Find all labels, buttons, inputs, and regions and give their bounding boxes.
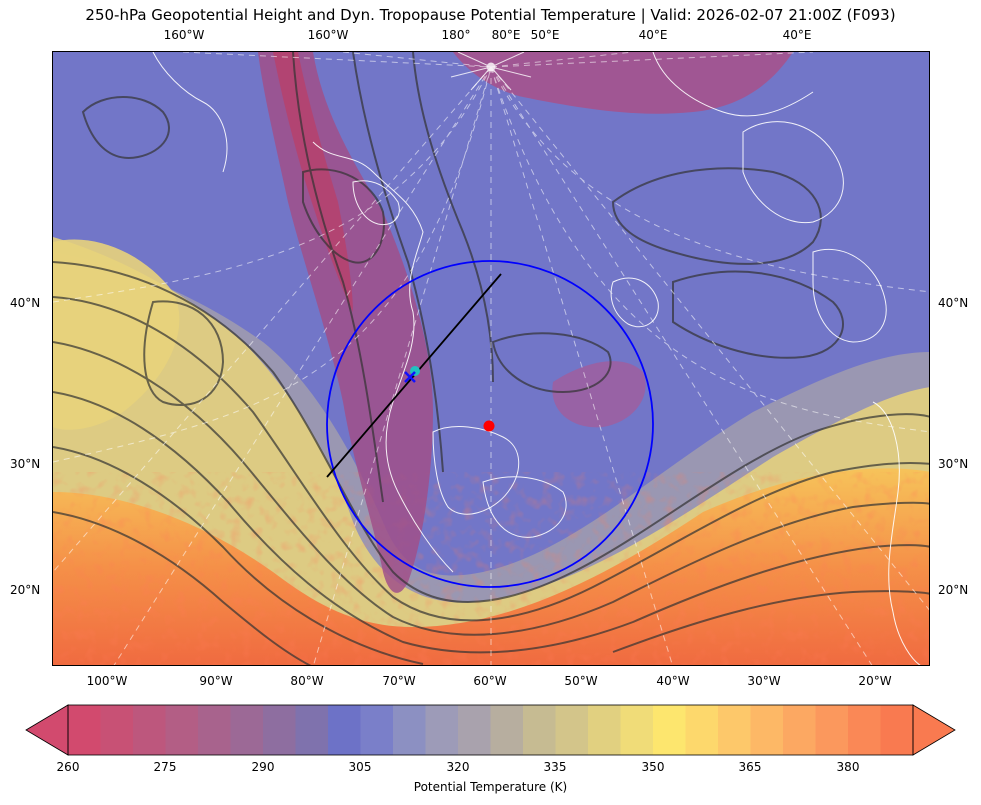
bottom-lon-label: 40°W <box>656 674 690 688</box>
bottom-lon-label: 30°W <box>747 674 781 688</box>
left-lat-label: 20°N <box>10 583 41 597</box>
top-lon-label: 40°E <box>782 28 812 42</box>
bottom-lon-label: 20°W <box>858 674 892 688</box>
right-lat-label: 30°N <box>938 457 969 471</box>
top-lon-label: 160°W <box>163 28 205 42</box>
colorbar-cell <box>425 705 459 755</box>
colorbar-cell <box>523 705 556 755</box>
colorbar-max-extend <box>912 704 956 756</box>
colorbar-tick: 365 <box>738 760 762 774</box>
colorbar-cell <box>133 705 166 755</box>
colorbar-tick: 260 <box>56 760 80 774</box>
colorbar-cell <box>490 705 524 755</box>
colorbar-cell <box>685 705 719 755</box>
colorbar-cell <box>458 705 491 755</box>
colorbar-tick: 290 <box>251 760 275 774</box>
colorbar-cell <box>360 705 394 755</box>
colorbar-cell <box>555 705 589 755</box>
colorbar-cell <box>165 705 199 755</box>
bottom-lon-label: 70°W <box>382 674 416 688</box>
bottom-lon-label: 90°W <box>199 674 233 688</box>
colorbar-tick: 305 <box>348 760 372 774</box>
top-lon-label: 160°W <box>307 28 349 42</box>
colorbar-tick: 335 <box>543 760 567 774</box>
top-lon-label: 80°E <box>491 28 521 42</box>
right-lat-label: 40°N <box>938 296 969 310</box>
bottom-lon-label: 100°W <box>86 674 128 688</box>
colorbar-cell <box>263 705 296 755</box>
colorbar-min-extend <box>25 704 69 756</box>
colorbar-cell <box>295 705 329 755</box>
colorbar <box>25 704 956 756</box>
colorbar-cells <box>68 705 914 755</box>
colorbar-cell <box>588 705 621 755</box>
top-lon-label: 180° <box>441 28 471 42</box>
bottom-lon-label: 50°W <box>564 674 598 688</box>
cold-lobe-east <box>552 361 646 428</box>
left-lat-label: 30°N <box>10 457 41 471</box>
polar-cold-region <box>453 52 793 114</box>
colorbar-cell <box>620 705 654 755</box>
colorbar-tick: 275 <box>153 760 177 774</box>
colorbar-cell <box>393 705 426 755</box>
right-lat-label: 20°N <box>938 583 969 597</box>
colorbar-cell <box>230 705 264 755</box>
bottom-lon-label: 80°W <box>290 674 324 688</box>
coastlines <box>152 52 921 665</box>
colorbar-cell <box>880 705 914 755</box>
left-lat-label: 40°N <box>10 296 41 310</box>
colorbar-cell <box>718 705 751 755</box>
map-svg <box>53 52 929 665</box>
colorbar-outline <box>67 704 914 756</box>
colorbar-cell <box>815 705 849 755</box>
pole-marker <box>450 52 532 91</box>
colorbar-cell <box>750 705 784 755</box>
graticule <box>53 52 929 665</box>
red-point-marker <box>483 420 495 432</box>
colorbar-tick: 320 <box>446 760 470 774</box>
colorbar-cell <box>653 705 686 755</box>
colorbar-cell <box>848 705 881 755</box>
colorbar-cell <box>100 705 134 755</box>
colorbar-tick: 350 <box>641 760 665 774</box>
top-lon-label: 50°E <box>530 28 560 42</box>
colorbar-tick: 380 <box>836 760 860 774</box>
analysis-circle <box>326 260 654 588</box>
colorbar-cell <box>783 705 816 755</box>
colorbar-cell <box>68 705 101 755</box>
blue-x-marker <box>404 371 416 383</box>
map-panel <box>52 51 930 666</box>
colorbar-cell <box>328 705 361 755</box>
colorbar-label: Potential Temperature (K) <box>413 780 568 794</box>
height-contours <box>53 52 929 665</box>
chart-title: 250-hPa Geopotential Height and Dyn. Tro… <box>85 6 896 24</box>
bottom-lon-label: 60°W <box>473 674 507 688</box>
top-lon-label: 40°E <box>638 28 668 42</box>
trough-region <box>258 52 433 593</box>
colorbar-cell <box>198 705 231 755</box>
